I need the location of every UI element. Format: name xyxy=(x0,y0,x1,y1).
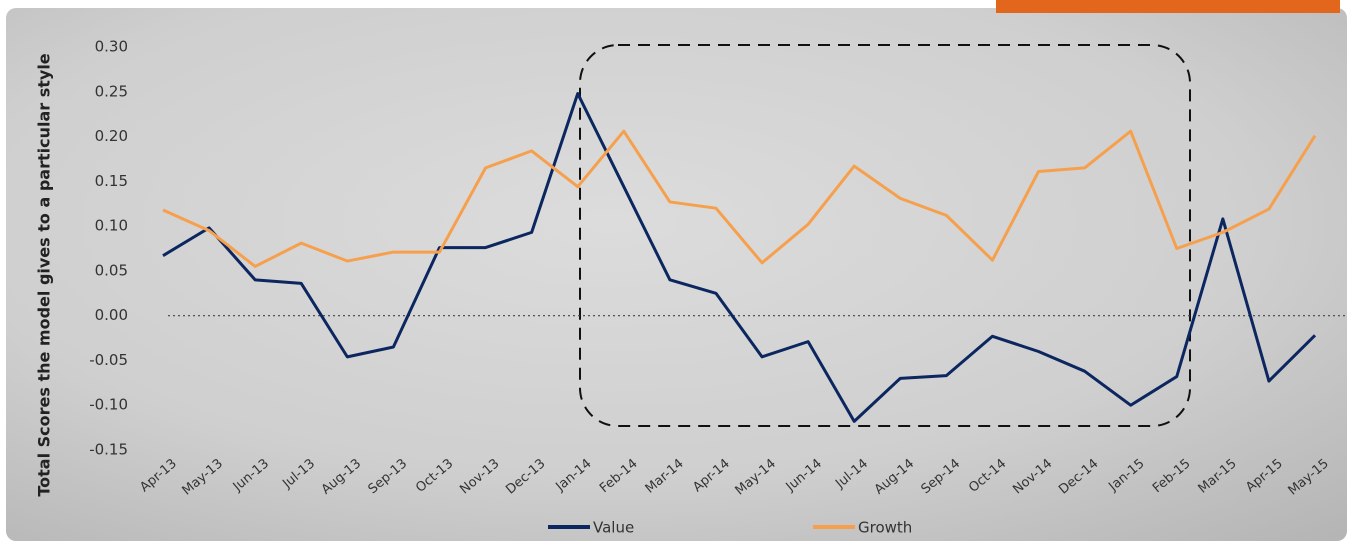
y-tick-label: -0.05 xyxy=(89,351,128,369)
y-tick-label: 0.10 xyxy=(95,217,128,235)
series-line xyxy=(162,92,1317,423)
y-tick-label: 0.05 xyxy=(95,261,128,279)
highlight-box xyxy=(579,44,1191,427)
header-bar xyxy=(996,0,1340,13)
y-tick-label: 0.25 xyxy=(95,82,128,100)
y-tick-label: 0.30 xyxy=(95,38,128,56)
y-axis-title: Total Scores the model gives to a partic… xyxy=(35,53,54,496)
y-tick-label: 0.00 xyxy=(95,306,128,324)
series-line xyxy=(162,129,1317,268)
photo-background xyxy=(6,8,1347,541)
y-tick-label: 0.20 xyxy=(95,127,128,145)
legend-label: Growth xyxy=(858,519,912,537)
y-tick-label: -0.15 xyxy=(89,441,128,459)
legend-label: Value xyxy=(593,519,634,537)
y-tick-label: -0.10 xyxy=(89,396,128,414)
y-tick-label: 0.15 xyxy=(95,172,128,190)
